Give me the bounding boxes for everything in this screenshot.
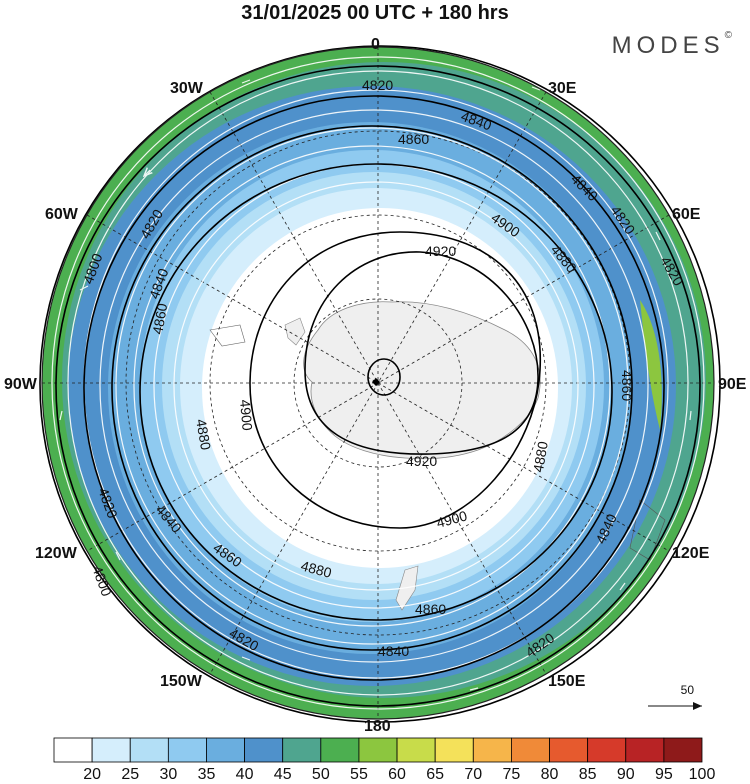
colorbar-swatch [167, 737, 207, 763]
lon-label-30e: 30E [548, 80, 577, 97]
colorbar-swatch [587, 737, 627, 763]
streamline [133, 145, 611, 627]
wind-scale-label: 50 [680, 683, 694, 697]
lon-label-90e: 90E [718, 376, 747, 393]
colorbar-swatch [434, 737, 474, 763]
contour-4840 [83, 95, 665, 681]
contour-label: 4880 [193, 418, 214, 452]
colorbar-tick-label: 35 [197, 766, 216, 783]
lon-label-60w: 60W [45, 206, 78, 223]
colorbar-tick-label: 45 [273, 766, 292, 783]
contour-label: 4900 [435, 507, 469, 531]
colorbar-tick-label: 50 [311, 766, 330, 783]
brand-name: MODES [611, 32, 725, 59]
colorbar-tick-label: 55 [350, 766, 368, 783]
contour-label: 4860 [398, 131, 429, 147]
colorbar-swatch [244, 737, 284, 763]
colorbar-swatch [549, 737, 589, 763]
streamline [99, 109, 649, 663]
shade-60-patch [640, 300, 662, 430]
colorbar [53, 737, 703, 763]
contour-label: 4920 [425, 243, 456, 259]
colorbar-swatch [625, 737, 665, 763]
colorbar-tick-label: 75 [502, 766, 521, 783]
colorbar-tick-label: 30 [159, 766, 178, 783]
colorbar-tick-label: 90 [616, 766, 635, 783]
colorbar-tick-label: 70 [464, 766, 483, 783]
lon-label-90w: 90W [4, 376, 37, 393]
streamline [51, 56, 705, 710]
lon-label-120e: 120E [672, 545, 710, 562]
colorbar-tick-label: 25 [121, 766, 140, 783]
australia-coast [629, 499, 666, 561]
colorbar-tick-label: 40 [235, 766, 254, 783]
contour-label: 4880 [299, 557, 333, 581]
map-title: 31/01/2025 00 UTC + 180 hrs [241, 2, 509, 24]
colorbar-swatch [129, 737, 169, 763]
contour-label: 4820 [362, 77, 393, 93]
colorbar-swatch [472, 737, 512, 763]
colorbar-swatch [53, 737, 93, 763]
map-boundary [41, 46, 715, 720]
wind-streamlines [51, 56, 705, 710]
lon-label-180: 180 [364, 718, 391, 735]
colorbar-swatch [396, 737, 436, 763]
contour-label: 4840 [378, 643, 409, 659]
lon-label-30w: 30W [170, 80, 203, 97]
streamline-arrows [59, 79, 692, 691]
contour-label: 4920 [406, 453, 437, 469]
contour-4880 [139, 163, 613, 621]
colorbar-swatch [320, 737, 360, 763]
lon-label-0: 0 [371, 36, 380, 53]
colorbar-swatch [282, 737, 322, 763]
south-america-tip [209, 324, 246, 347]
colorbar-swatch [663, 737, 703, 763]
modes-logo: MODES© [611, 30, 732, 60]
colorbar-tick-label: 65 [426, 766, 445, 783]
lon-label-150w: 150W [160, 673, 202, 690]
contour-4860 [111, 125, 633, 651]
contour-4900 [249, 231, 541, 529]
streamline [173, 181, 579, 591]
lon-label-60e: 60E [672, 206, 701, 223]
copyright-mark: © [724, 30, 732, 41]
streamline [67, 70, 689, 696]
contour-label: 4860 [415, 601, 446, 617]
colorbar-swatch [511, 737, 550, 763]
colorbar-tick-label: 60 [388, 766, 406, 783]
contour-4940 [367, 358, 401, 396]
pole-marker [372, 378, 380, 386]
colorbar-tick-label: 100 [688, 766, 716, 783]
colorbar-tick-label: 95 [654, 766, 673, 783]
colorbar-tick-label: 20 [83, 766, 102, 783]
contour-4920 [304, 251, 539, 455]
height-contours [39, 45, 721, 723]
colorbar-swatch [206, 737, 245, 763]
colorbar-tick-label: 80 [540, 766, 559, 783]
colorbar-swatch [358, 737, 398, 763]
contour-label: 4900 [237, 399, 256, 432]
colorbar-tick-label: 85 [578, 766, 597, 783]
contour-4820 [55, 65, 701, 707]
lon-label-150e: 150E [548, 673, 586, 690]
contour-label: 4860 [149, 302, 170, 336]
lon-label-120w: 120W [35, 545, 77, 562]
colorbar-swatch [91, 737, 131, 763]
contour-4800 [39, 45, 721, 723]
contour-label: 4880 [530, 440, 551, 474]
streamline [115, 127, 629, 645]
contour-label: 4860 [619, 370, 635, 401]
